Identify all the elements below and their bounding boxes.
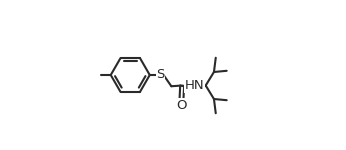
Text: HN: HN <box>185 79 205 92</box>
Text: S: S <box>156 69 165 81</box>
Text: O: O <box>176 99 186 112</box>
